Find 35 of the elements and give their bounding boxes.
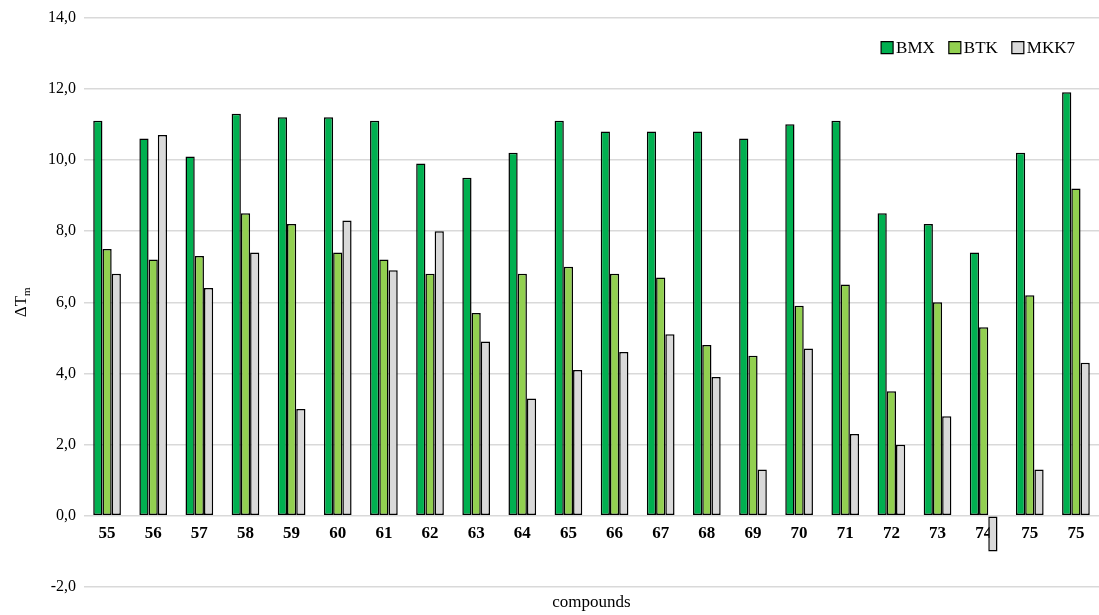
x-tick-label: 57: [190, 523, 209, 543]
x-tick-label: 59: [283, 523, 301, 543]
x-tick-label: 71: [836, 523, 854, 543]
y-tick-label: 6,0: [56, 292, 76, 310]
x-tick-label: 72: [882, 523, 900, 543]
x-tick-label: 70: [790, 523, 808, 543]
x-tick-label: 69: [744, 523, 762, 543]
x-tick-label: 75: [1021, 523, 1039, 543]
legend-label: BTK: [963, 38, 999, 58]
x-tick-label: 55: [98, 523, 116, 543]
x-tick-label: 73: [929, 523, 947, 543]
y-tick-label: 8,0: [56, 221, 76, 239]
y-tick-label: 12,0: [48, 78, 76, 96]
y-tick-label: 0,0: [56, 506, 76, 524]
x-tick-label: 67: [652, 523, 670, 543]
x-tick-label: 65: [559, 523, 577, 543]
y-tick-label: -2,0: [50, 577, 76, 595]
x-axis-title: compounds: [552, 592, 631, 612]
x-tick-label: 58: [236, 523, 254, 543]
x-tick-label: 60: [329, 523, 347, 543]
y-axis-title: ΔTm: [11, 286, 32, 318]
x-tick-label: 64: [513, 523, 532, 543]
y-tick-label: 4,0: [56, 363, 76, 381]
x-tick-label: 68: [698, 523, 716, 543]
x-tick-label: 56: [144, 523, 162, 543]
y-tick-label: 14,0: [48, 7, 76, 25]
x-tick-label: 61: [375, 523, 393, 543]
x-tick-label: 75: [1067, 523, 1085, 543]
legend-label: BMX: [896, 38, 935, 58]
x-tick-label: 63: [467, 523, 485, 543]
x-tick-label: 62: [421, 523, 439, 543]
legend-label: MKK7: [1026, 38, 1076, 58]
y-tick-label: 10,0: [48, 150, 76, 168]
x-tick-label: 66: [606, 523, 624, 543]
y-tick-label: 2,0: [56, 434, 76, 452]
